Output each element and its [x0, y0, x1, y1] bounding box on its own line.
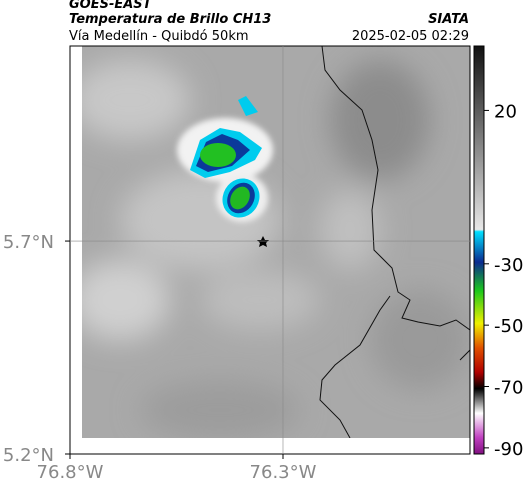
- colorbar-tick-label: 20: [494, 101, 517, 122]
- y-tick-label: 5.7°N: [3, 232, 54, 253]
- colorbar-tick-label: -90: [494, 439, 523, 460]
- location-star: [257, 236, 269, 247]
- colorbar: [473, 45, 485, 455]
- subtitle: Temperatura de Brillo CH13: [69, 12, 271, 27]
- satellite-image: [82, 46, 470, 438]
- colorbar-tick-label: -50: [494, 316, 523, 337]
- x-tick-label: 76.8°W: [37, 462, 104, 483]
- x-tick-label: 76.3°W: [250, 462, 317, 483]
- timestamp: 2025-02-05 02:29: [352, 29, 469, 44]
- colorbar-tick-label: -70: [494, 378, 523, 399]
- map-frame: [69, 45, 471, 455]
- route: Vía Medellín - Quibdó 50km: [69, 29, 249, 44]
- source: SIATA: [428, 12, 469, 27]
- colorbar-tick-label: -30: [494, 255, 523, 276]
- y-tick-label: 5.2°N: [3, 445, 54, 466]
- title: GOES-EAST: [69, 0, 153, 12]
